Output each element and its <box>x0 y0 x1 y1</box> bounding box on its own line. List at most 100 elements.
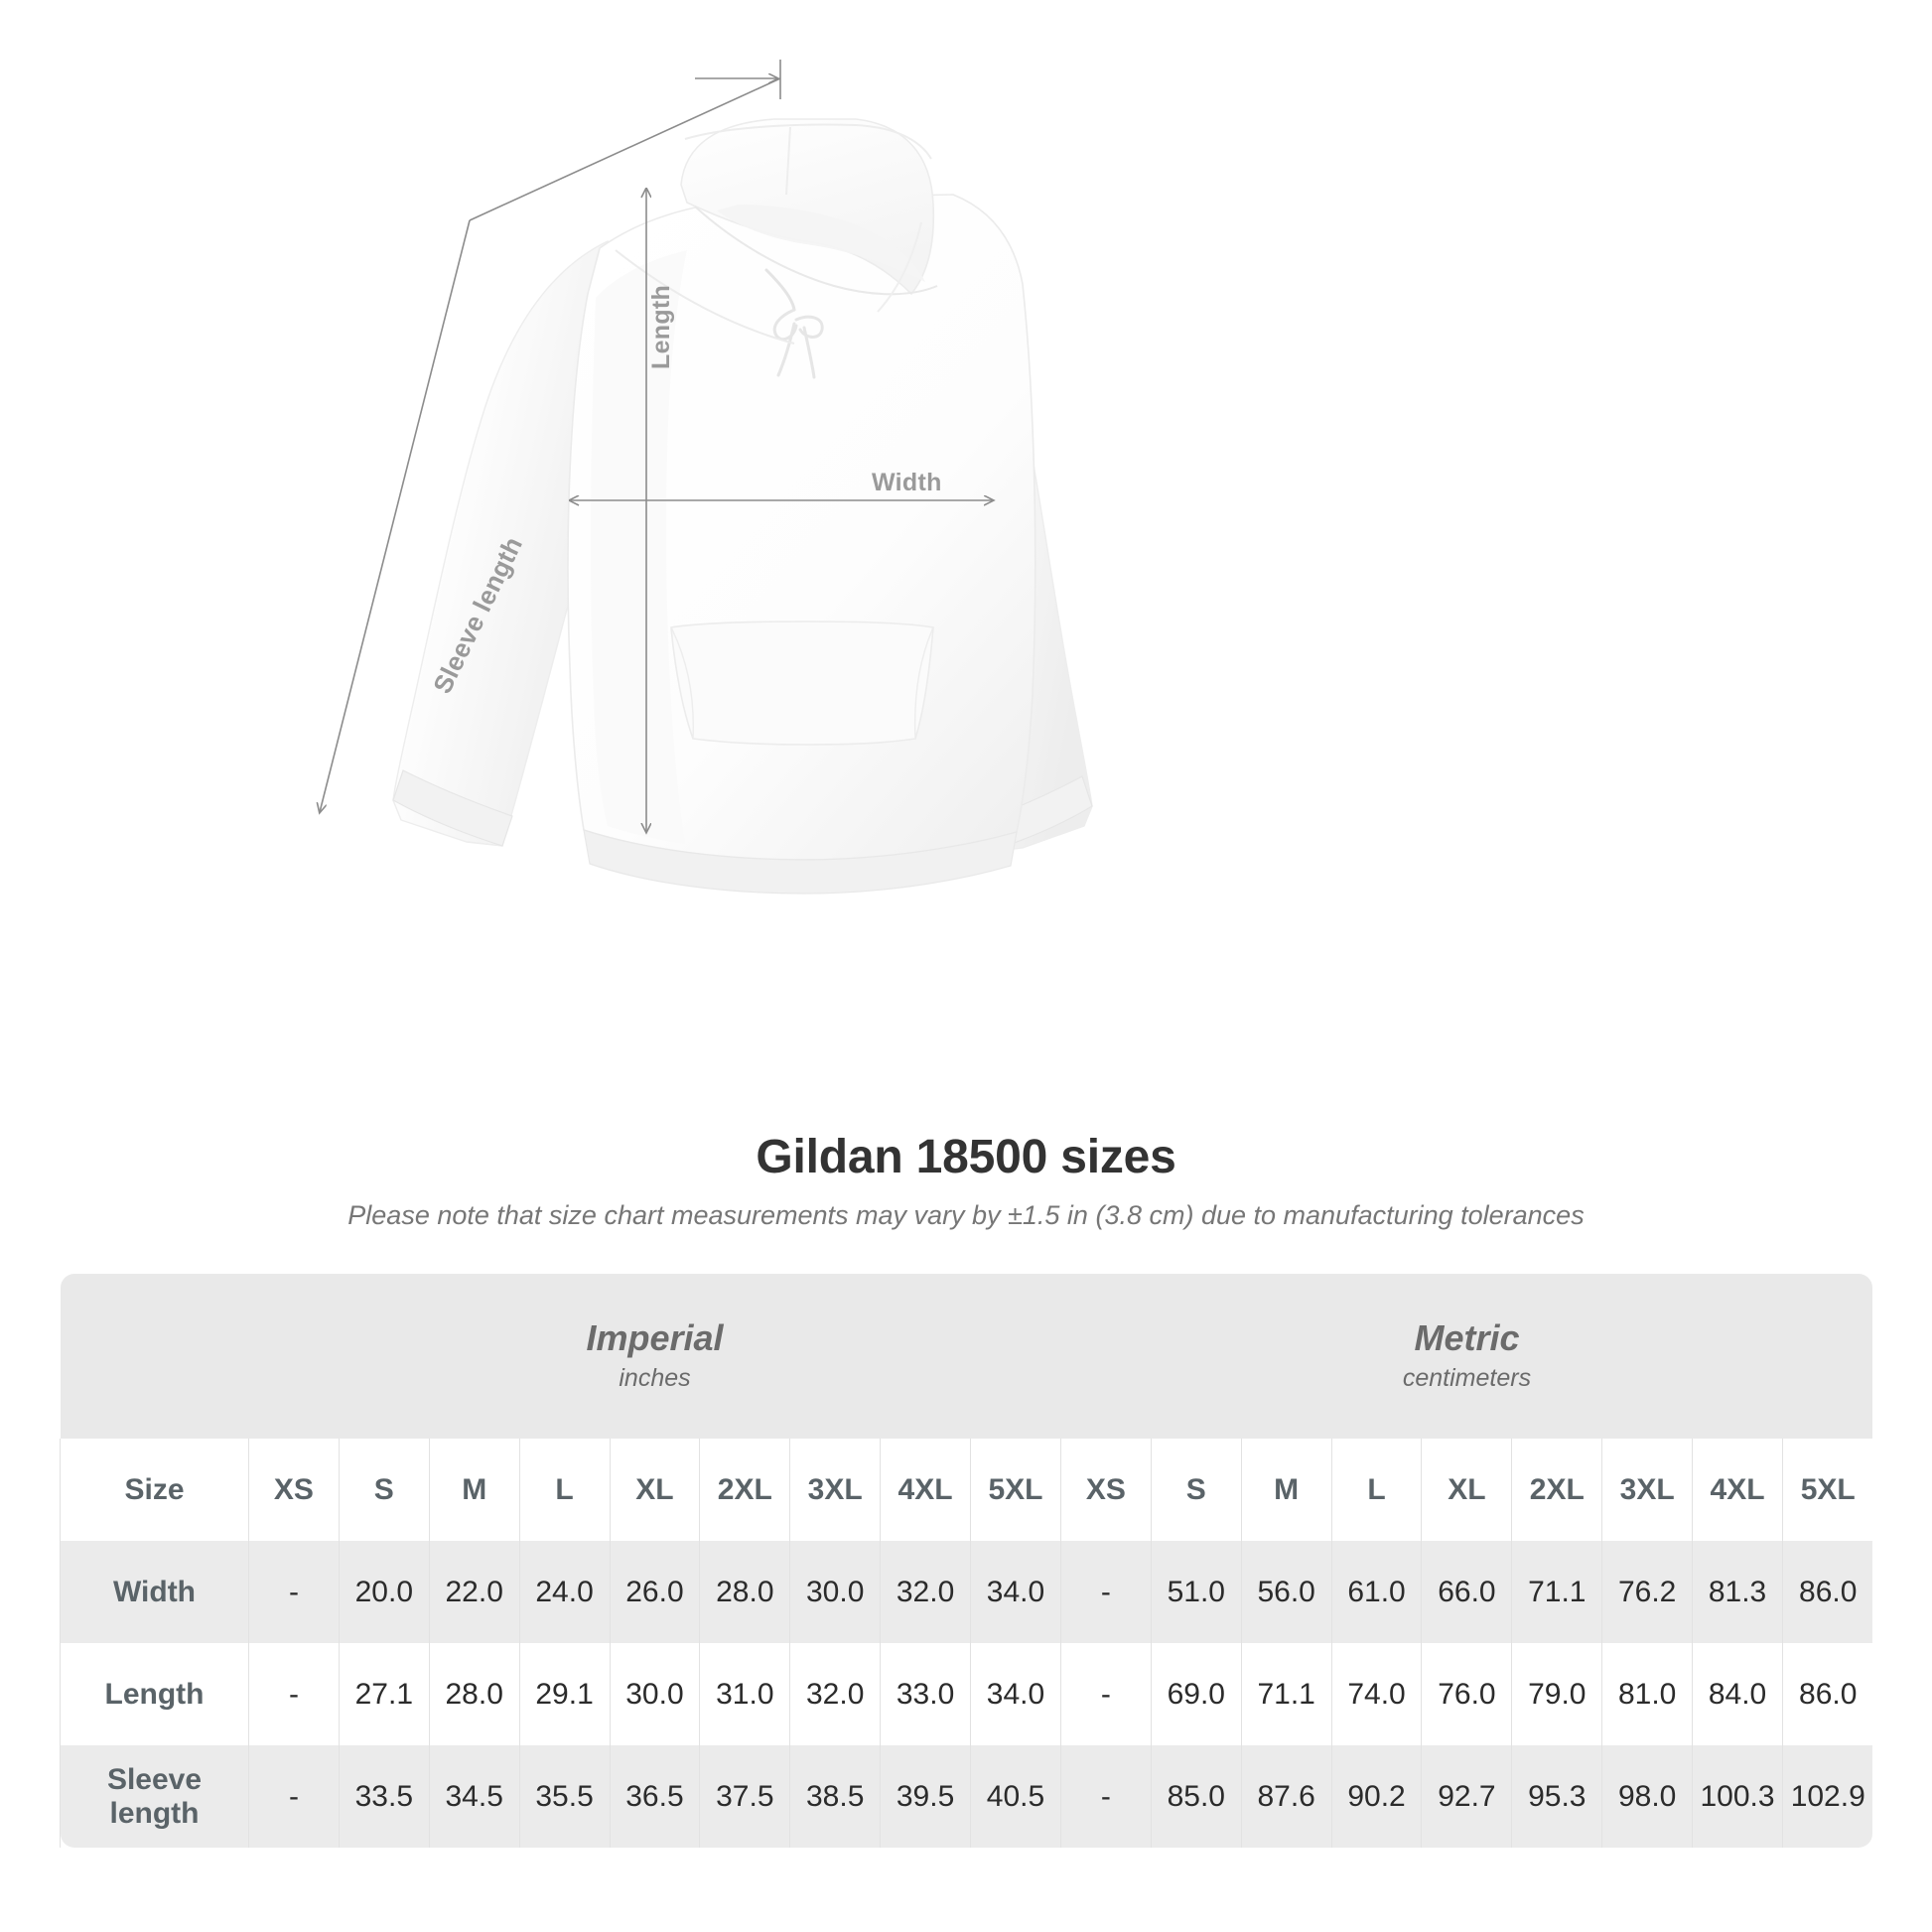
size-header-imperial-m: M <box>428 1439 520 1541</box>
cell-sleeve-length-cm-2xl: 95.3 <box>1511 1745 1602 1848</box>
cell-length-cm-m: 71.1 <box>1240 1643 1332 1745</box>
unit-band-row: Imperial inches Metric centimeters <box>60 1274 1873 1439</box>
cell-sleeve-length-in-m: 34.5 <box>428 1745 520 1848</box>
unit-metric-sub: centimeters <box>1402 1364 1532 1393</box>
cell-sleeve-length-cm-3xl: 98.0 <box>1601 1745 1693 1848</box>
cell-width-cm-5xl: 86.0 <box>1781 1541 1873 1643</box>
size-table-container: Imperial inches Metric centimeters Size XS S M L… <box>60 1274 1873 1848</box>
size-header-label: Size <box>60 1439 249 1541</box>
width-label: Width <box>872 469 942 496</box>
cell-sleeve-length-cm-xl: 92.7 <box>1421 1745 1512 1848</box>
size-header-row: Size XS S M L XL 2XL 3XL 4XL 5XL XS S M L XL 2XL 3XL 4XL 5… <box>60 1439 1873 1541</box>
size-header-metric-2xl: 2XL <box>1511 1439 1602 1541</box>
unit-metric: Metric centimeters <box>1060 1274 1873 1439</box>
table-row: Sleeve length -33.5 34.5 35.5 36.5 37.5 38.5 39… <box>60 1745 1873 1848</box>
cell-length-cm-4xl: 84.0 <box>1692 1643 1783 1745</box>
cell-sleeve-length-in-2xl: 37.5 <box>699 1745 790 1848</box>
row-label-length: Length <box>60 1643 249 1745</box>
cell-sleeve-length-cm-s: 85.0 <box>1150 1745 1242 1848</box>
cell-sleeve-length-in-3xl: 38.5 <box>789 1745 881 1848</box>
size-header-metric-xs: XS <box>1059 1439 1152 1541</box>
cell-width-in-3xl: 30.0 <box>789 1541 881 1643</box>
cell-length-in-xs: - <box>248 1643 340 1745</box>
size-header-metric-l: L <box>1330 1439 1422 1541</box>
hoodie-illustration <box>0 60 1093 895</box>
unit-band-spacer <box>60 1274 249 1439</box>
cell-width-cm-l: 61.0 <box>1330 1541 1422 1643</box>
cell-length-in-l: 29.1 <box>518 1643 610 1745</box>
size-header-imperial-l: L <box>518 1439 610 1541</box>
cell-sleeve-length-in-xs: - <box>248 1745 340 1848</box>
cell-width-cm-xl: 66.0 <box>1421 1541 1512 1643</box>
size-header-imperial-xs: XS <box>248 1439 340 1541</box>
tolerance-note: Please note that size chart measurements… <box>347 1200 1585 1230</box>
page-title: Gildan 18500 sizes <box>756 1131 1176 1183</box>
cell-width-cm-s: 51.0 <box>1150 1541 1242 1643</box>
cell-length-cm-l: 74.0 <box>1330 1643 1422 1745</box>
row-label-width: Width <box>60 1541 249 1643</box>
cell-sleeve-length-in-5xl: 40.5 <box>970 1745 1061 1848</box>
sleeve-length-arrow <box>320 219 471 812</box>
cell-width-in-4xl: 32.0 <box>880 1541 971 1643</box>
cell-sleeve-length-in-l: 35.5 <box>518 1745 610 1848</box>
cell-sleeve-length-cm-xs: - <box>1059 1745 1152 1848</box>
cell-width-in-2xl: 28.0 <box>699 1541 790 1643</box>
cell-length-cm-2xl: 79.0 <box>1511 1643 1602 1745</box>
size-header-metric-xl: XL <box>1421 1439 1512 1541</box>
cell-width-in-s: 20.0 <box>338 1541 430 1643</box>
size-header-imperial-4xl: 4XL <box>880 1439 971 1541</box>
cell-length-cm-s: 69.0 <box>1150 1643 1242 1745</box>
cell-length-in-2xl: 31.0 <box>699 1643 790 1745</box>
cell-length-in-3xl: 32.0 <box>789 1643 881 1745</box>
cell-sleeve-length-cm-m: 87.6 <box>1240 1745 1332 1848</box>
cell-width-cm-m: 56.0 <box>1240 1541 1332 1643</box>
dimension-lines <box>320 60 993 832</box>
size-header-metric-3xl: 3XL <box>1601 1439 1693 1541</box>
cell-width-in-m: 22.0 <box>428 1541 520 1643</box>
hoodie-measurement-diagram: Length Width Sleeve length <box>0 60 1093 895</box>
cell-sleeve-length-in-4xl: 39.5 <box>880 1745 971 1848</box>
size-header-imperial-xl: XL <box>609 1439 700 1541</box>
cell-width-in-xs: - <box>248 1541 340 1643</box>
cell-sleeve-length-in-s: 33.5 <box>338 1745 430 1848</box>
sleeve-leader-line <box>469 77 781 221</box>
cell-length-cm-3xl: 81.0 <box>1601 1643 1693 1745</box>
size-header-metric-5xl: 5XL <box>1781 1439 1873 1541</box>
hoodie-graphic <box>392 118 1093 895</box>
cell-length-cm-xl: 76.0 <box>1421 1643 1512 1745</box>
cell-length-cm-5xl: 86.0 <box>1781 1643 1873 1745</box>
cell-length-in-m: 28.0 <box>428 1643 520 1745</box>
cell-width-cm-4xl: 81.3 <box>1692 1541 1783 1643</box>
size-header-imperial-s: S <box>338 1439 430 1541</box>
cell-width-cm-xs: - <box>1059 1541 1152 1643</box>
cell-sleeve-length-in-xl: 36.5 <box>609 1745 700 1848</box>
table-row: Width -20.0 22.0 24.0 26.0 28.0 30.0 32.0 34.0-5… <box>60 1541 1873 1643</box>
size-header-imperial-5xl: 5XL <box>970 1439 1061 1541</box>
cell-sleeve-length-cm-5xl: 102.9 <box>1781 1745 1873 1848</box>
cell-length-in-4xl: 33.0 <box>880 1643 971 1745</box>
cell-width-cm-3xl: 76.2 <box>1601 1541 1693 1643</box>
unit-imperial-sub: inches <box>619 1364 691 1393</box>
cell-width-in-l: 24.0 <box>518 1541 610 1643</box>
unit-imperial-name: Imperial <box>586 1316 724 1358</box>
cell-width-cm-2xl: 71.1 <box>1511 1541 1602 1643</box>
cell-length-in-5xl: 34.0 <box>970 1643 1061 1745</box>
size-header-metric-m: M <box>1240 1439 1332 1541</box>
cell-length-cm-xs: - <box>1059 1643 1152 1745</box>
size-table: Imperial inches Metric centimeters Size XS S M L… <box>60 1274 1873 1848</box>
size-header-imperial-3xl: 3XL <box>789 1439 881 1541</box>
cell-width-in-5xl: 34.0 <box>970 1541 1061 1643</box>
size-header-metric-s: S <box>1150 1439 1242 1541</box>
length-label: Length <box>647 284 675 369</box>
row-label-sleeve-length: Sleeve length <box>60 1745 249 1848</box>
unit-imperial: Imperial inches <box>248 1274 1061 1439</box>
cell-length-in-xl: 30.0 <box>609 1643 700 1745</box>
table-row: Length -27.1 28.0 29.1 30.0 31.0 32.0 33.0 34.0-… <box>60 1643 1873 1745</box>
size-header-imperial-2xl: 2XL <box>699 1439 790 1541</box>
cell-length-in-s: 27.1 <box>338 1643 430 1745</box>
unit-metric-name: Metric <box>1414 1316 1520 1358</box>
cell-sleeve-length-cm-4xl: 100.3 <box>1692 1745 1783 1848</box>
size-header-metric-4xl: 4XL <box>1692 1439 1783 1541</box>
cell-width-in-xl: 26.0 <box>609 1541 700 1643</box>
